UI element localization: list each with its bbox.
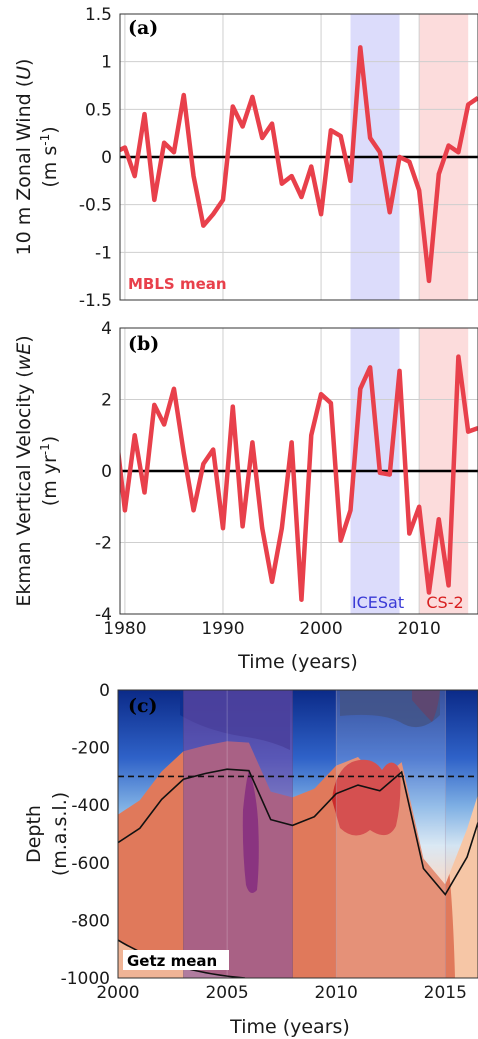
x-tick-label: 2000: [299, 619, 342, 639]
x-axis-label-b: Time (years): [237, 651, 358, 673]
y-axis-label-a: 10 m Zonal Wind (U) (m s-1): [13, 59, 61, 256]
y-tick-label: -1000: [61, 969, 110, 989]
cs2-label: CS-2: [426, 593, 463, 612]
contour-darkest-core: [412, 690, 440, 722]
contour-field: [118, 690, 478, 978]
svg-text:(m s-1): (m s-1): [38, 126, 61, 187]
shaded-band-cs-2: [336, 690, 446, 978]
y-tick-labels-c: 0 -200 -400 -600 -800 -1000: [61, 681, 110, 989]
svg-text:10 m Zonal Wind (U): 10 m Zonal Wind (U): [13, 59, 35, 256]
panel-label-a: (a): [128, 17, 158, 39]
y-tick-label: 2: [101, 391, 112, 411]
y-tick-label: -1.5: [79, 291, 112, 311]
y-tick-label: -0.5: [79, 196, 112, 216]
contour-warm-core: [332, 759, 401, 836]
y-axis-label-b: Ekman Vertical Velocity (wE) (m yr-1): [13, 335, 61, 606]
y-tick-label: -400: [71, 796, 110, 816]
gridlines-c: [118, 690, 446, 978]
y-tick-label: 1.5: [85, 5, 112, 25]
zonal-wind-series: [120, 45, 478, 284]
x-tick-label: 2010: [398, 619, 441, 639]
panel-label-b: (b): [128, 333, 159, 355]
x-axis-label-c: Time (years): [229, 1016, 350, 1038]
y-tick-label: -200: [71, 739, 110, 759]
x-tick-label: 2015: [424, 983, 467, 1003]
panel-b: -4 -2 0 2 4 1980 1990 2000 2010 (b) ICESat CS-2…: [13, 319, 478, 673]
y-tick-label: -2: [95, 534, 112, 554]
panel-a: -1.5 -1 -0.5 0 0.5 1 1.5 (a) MBLS mean 10 m Zo…: [13, 5, 478, 311]
y-tick-label: 0: [101, 462, 112, 482]
ekman-velocity-series: [120, 354, 478, 602]
getz-annotation: Getz mean: [127, 952, 217, 970]
svg-text:(m.a.s.l.): (m.a.s.l.): [49, 792, 71, 876]
x-tick-label: 1980: [103, 619, 146, 639]
x-tick-label: 2010: [315, 983, 358, 1003]
x-tick-label: 2005: [205, 983, 248, 1003]
y-tick-label: -600: [71, 854, 110, 874]
y-tick-label: -1: [95, 243, 112, 263]
y-axis-label-c: Depth (m.a.s.l.): [23, 792, 71, 876]
y-tick-label: -800: [71, 911, 110, 931]
shaded-periods-c: [183, 690, 446, 978]
svg-text:Depth: Depth: [23, 805, 45, 863]
x-tick-label: 1990: [201, 619, 244, 639]
shaded-band-icesat: [183, 690, 293, 978]
plot-frame-a: [119, 13, 478, 301]
panel-label-c: (c): [128, 695, 158, 717]
y-tick-label: 0.5: [85, 100, 112, 120]
panel-c: 0-200-400-600-800-1000 2000 2005 2010 2015 …: [23, 681, 478, 1038]
x-tick-labels-c: 2000 2005 2010 2015: [96, 983, 467, 1003]
svg-text:Ekman Vertical Velocity (wE): Ekman Vertical Velocity (wE): [13, 335, 35, 606]
y-tick-label: 1: [101, 53, 112, 73]
x-tick-labels-b: 1980 1990 2000 2010: [103, 619, 441, 639]
plot-frame-b: [119, 327, 478, 615]
svg-text:(m yr-1): (m yr-1): [38, 436, 61, 506]
isotherm-contour-line: [118, 768, 478, 896]
y-tick-label: 0: [99, 681, 110, 701]
plot-frame-c: [117, 689, 478, 979]
y-tick-label: 4: [101, 319, 112, 339]
y-tick-label: 0: [101, 148, 112, 168]
y-tick-labels-b: -4 -2 0 2 4: [95, 319, 112, 625]
x-tick-label: 2000: [96, 983, 139, 1003]
y-tick-label: -4: [95, 605, 112, 625]
mbls-annotation: MBLS mean: [128, 275, 227, 293]
getz-annotation-box: [123, 950, 229, 970]
icesat-label: ICESat: [352, 593, 404, 612]
y-tick-labels-a: -1.5 -1 -0.5 0 0.5 1 1.5: [79, 5, 112, 311]
